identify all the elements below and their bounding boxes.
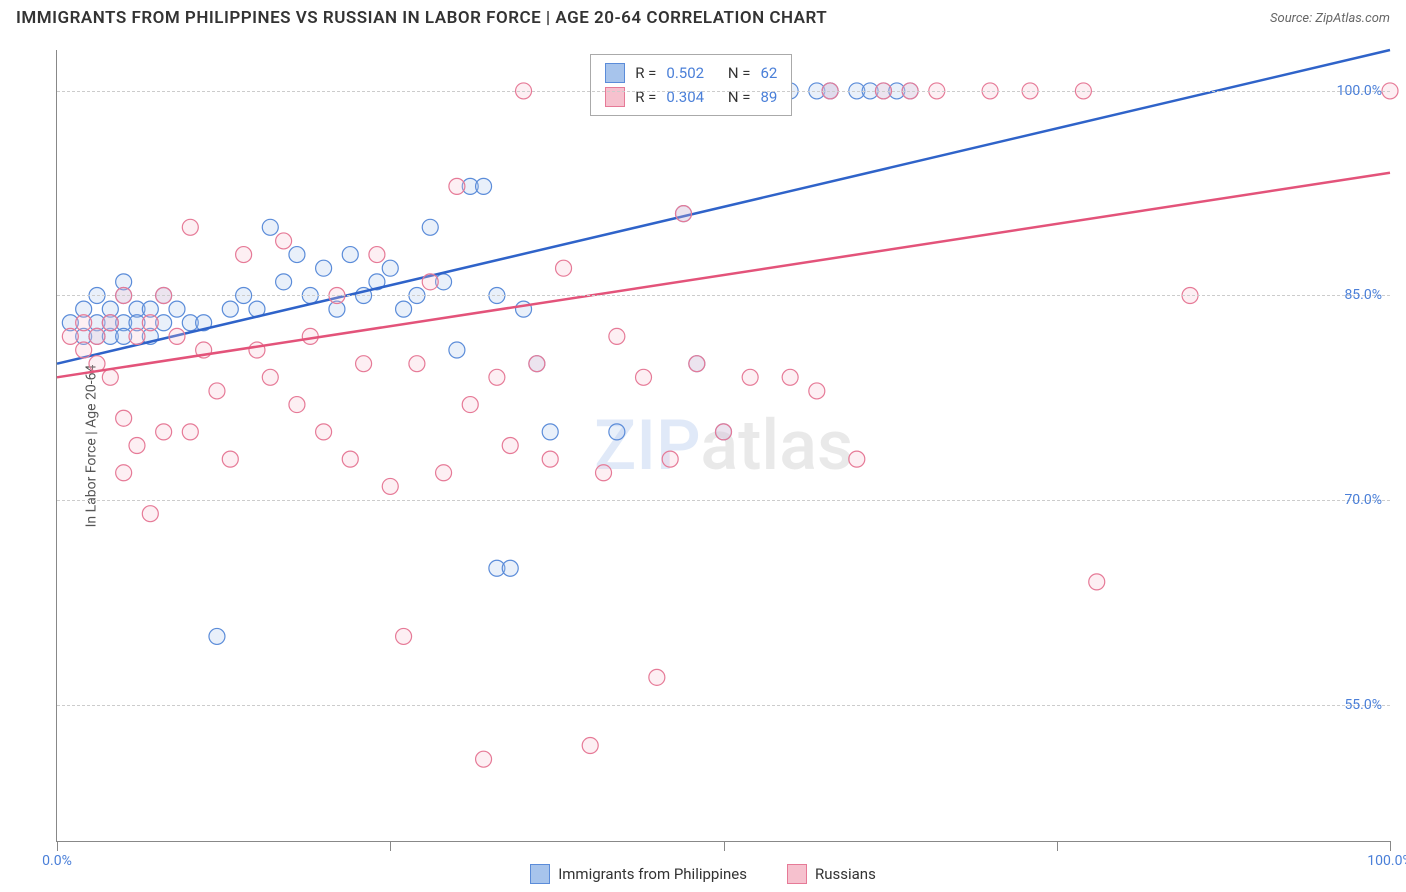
- chart-title: IMMIGRANTS FROM PHILIPPINES VS RUSSIAN I…: [16, 8, 827, 28]
- legend-row-philippines: R = 0.502 N = 62: [605, 61, 777, 85]
- y-tick-label: 55.0%: [1344, 697, 1382, 713]
- bottom-legend: Immigrants from Philippines Russians: [0, 864, 1406, 884]
- source-label: Source: ZipAtlas.com: [1270, 11, 1390, 26]
- y-tick-label: 100.0%: [1337, 83, 1382, 99]
- scatter-svg: [57, 50, 1390, 841]
- title-bar: IMMIGRANTS FROM PHILIPPINES VS RUSSIAN I…: [0, 0, 1406, 38]
- swatch-icon: [530, 864, 550, 884]
- y-tick-label: 70.0%: [1344, 492, 1382, 508]
- swatch-icon: [605, 63, 625, 83]
- plot-area: ZIPatlas R = 0.502 N = 62 R = 0.304 N = …: [56, 50, 1390, 842]
- swatch-icon: [787, 864, 807, 884]
- legend-row-russians: R = 0.304 N = 89: [605, 85, 777, 109]
- legend-item-russians: Russians: [787, 864, 876, 884]
- legend-item-philippines: Immigrants from Philippines: [530, 864, 747, 884]
- correlation-legend: R = 0.502 N = 62 R = 0.304 N = 89: [590, 54, 792, 116]
- y-tick-label: 85.0%: [1344, 287, 1382, 303]
